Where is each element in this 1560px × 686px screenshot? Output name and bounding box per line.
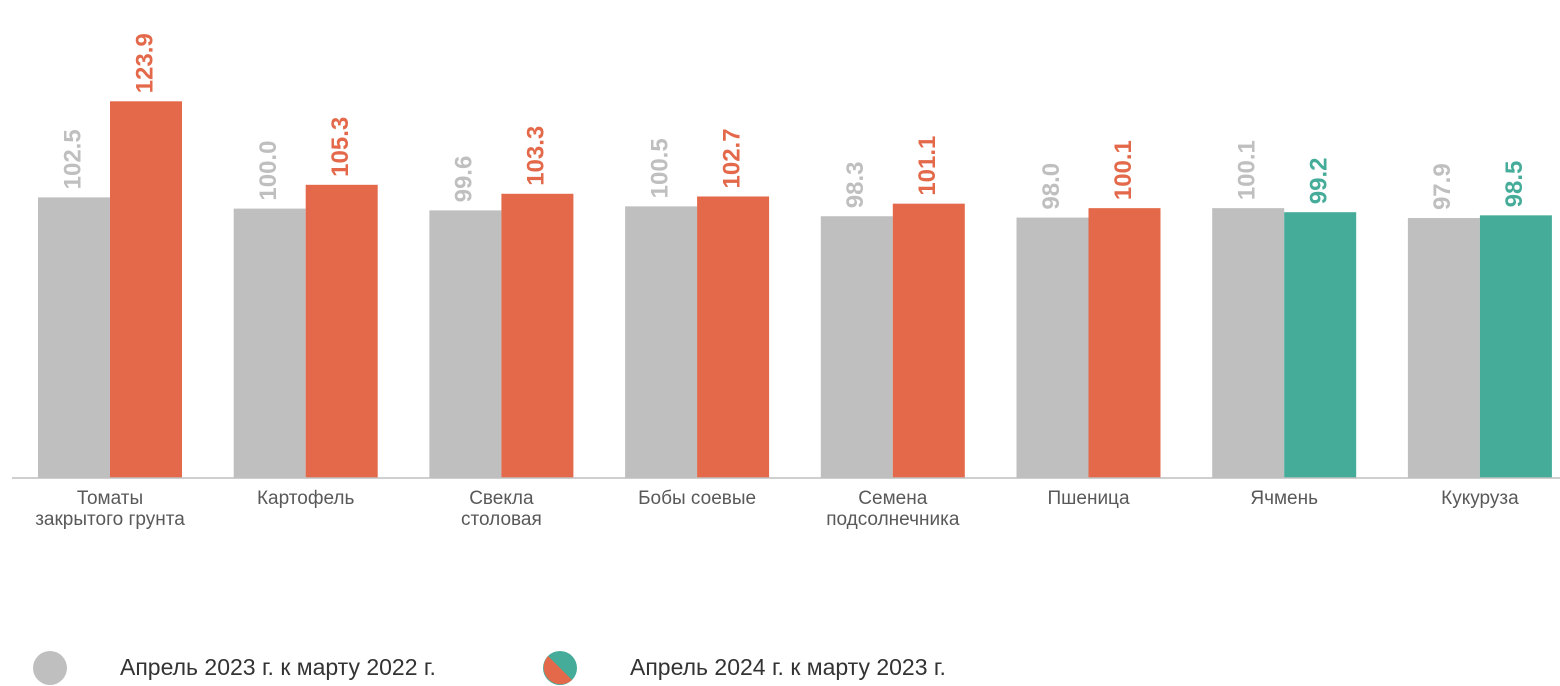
legend-swatch bbox=[543, 656, 572, 685]
bar bbox=[1212, 208, 1285, 478]
x-tick-label: Ячмень bbox=[1250, 488, 1319, 509]
value-label: 100.5 bbox=[646, 138, 673, 198]
bar bbox=[1088, 208, 1161, 478]
value-label: 98.3 bbox=[842, 162, 869, 209]
value-label: 100.1 bbox=[1110, 140, 1137, 200]
x-tick-label: Кукуруза bbox=[1441, 488, 1519, 509]
x-tick-label: Бобы соевые bbox=[638, 488, 757, 509]
bar bbox=[892, 203, 965, 478]
x-tick-label: Томаты закрытого грунта bbox=[35, 488, 185, 530]
legend-label: Апрель 2023 г. к марту 2022 г. bbox=[120, 654, 436, 680]
bar bbox=[820, 216, 893, 478]
x-tick-label: Картофель bbox=[256, 488, 355, 509]
legend-swatch bbox=[33, 651, 67, 685]
bar bbox=[501, 193, 574, 478]
value-label: 103.3 bbox=[523, 126, 550, 186]
bar bbox=[1407, 218, 1480, 479]
legend-label: Апрель 2024 г. к марту 2023 г. bbox=[630, 654, 946, 680]
bar bbox=[625, 206, 698, 479]
value-label: 123.9 bbox=[131, 33, 158, 93]
x-tick-label: Свекла столовая bbox=[461, 488, 542, 530]
bar bbox=[38, 197, 110, 478]
value-label: 97.9 bbox=[1429, 163, 1456, 210]
value-label: 105.3 bbox=[327, 117, 354, 177]
bar bbox=[429, 210, 502, 478]
value-label: 102.7 bbox=[718, 128, 745, 188]
value-label: 99.6 bbox=[451, 156, 478, 203]
bar bbox=[110, 101, 182, 478]
value-label: 98.0 bbox=[1038, 163, 1065, 210]
bar bbox=[305, 184, 378, 479]
bar bbox=[1479, 215, 1552, 478]
bar bbox=[697, 196, 770, 479]
value-label: 100.1 bbox=[1234, 140, 1261, 200]
x-tick-label: Пшеница bbox=[1047, 488, 1130, 509]
value-label: 102.5 bbox=[59, 129, 86, 189]
value-label: 100.0 bbox=[255, 141, 282, 201]
value-label: 99.2 bbox=[1306, 157, 1333, 204]
value-label: 101.1 bbox=[914, 136, 941, 196]
bar bbox=[1016, 217, 1089, 478]
value-label: 98.5 bbox=[1501, 161, 1528, 208]
x-tick-label: Семена подсолнечника bbox=[826, 488, 960, 530]
bar bbox=[233, 208, 306, 478]
bar bbox=[1284, 212, 1357, 478]
